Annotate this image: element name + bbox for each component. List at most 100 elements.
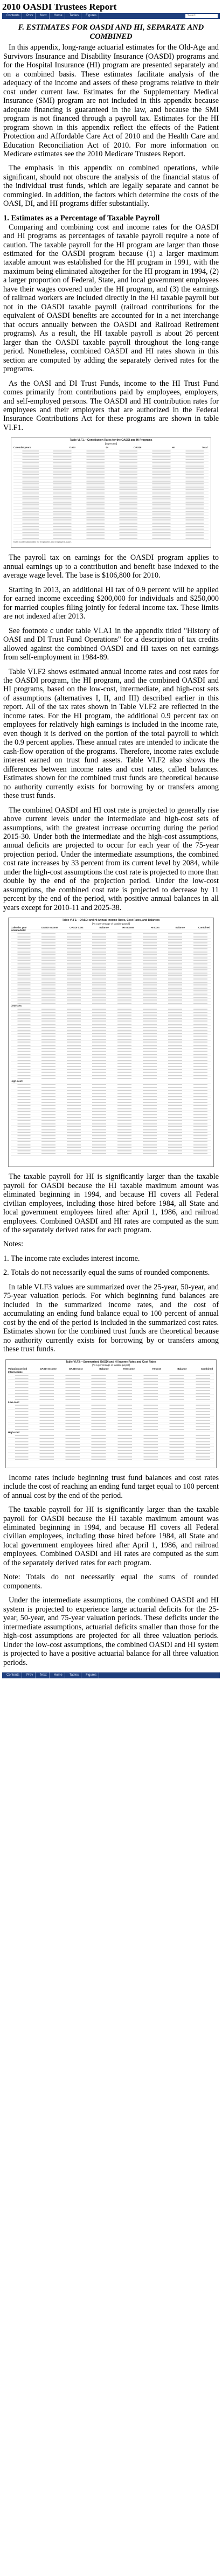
table-row [11,1017,211,1020]
table-row [11,983,211,987]
bottom-nav-prev-link[interactable]: Prev [24,1672,36,1678]
note-2: 2. Totals do not necessarily equal the s… [3,1268,210,1277]
table-row [8,1455,214,1459]
table-row [8,1392,214,1395]
table-vi-f2-group2-rows [11,1008,211,1080]
table-row [13,527,209,531]
table-row [11,1023,211,1026]
bottom-nav-home-link[interactable]: Home [52,1672,65,1678]
table-row [13,516,209,519]
table-row [11,975,211,978]
table-row [8,1449,214,1453]
table-row [11,950,211,954]
table-row [8,1398,214,1401]
table-vi-f3-title: Table VI.F3.—Summarized OASDI and HI Inc… [66,1360,156,1364]
document-body: F. ESTIMATES FOR OASDI AND HI, SEPARATE … [0,19,222,1667]
table-vi-f2-header: Calendar year OASDI Income OASDI Cost Balan… [11,926,211,930]
bottom-nav-tables-link[interactable]: Tables [67,1672,82,1678]
table-vi-f3-group1-rows [8,1374,214,1401]
table-row [11,1119,211,1123]
paragraph-hi-payroll-repeat: The taxable payroll for HI is significan… [3,1505,219,1567]
table-row [8,1380,214,1384]
table-row [13,512,209,516]
note-1: 1. The income rate excludes interest inc… [3,1254,140,1263]
table-row [8,1458,214,1462]
table-row [11,966,211,969]
table-row [8,1410,214,1413]
table-row [11,981,211,984]
table-row [11,939,211,942]
table-row [11,1032,211,1035]
table-vi-f2-group-low: Low-cost: [11,1004,211,1008]
table-row [8,1452,214,1456]
paragraph-table-f2-description: Table VI.F2 shows estimated annual incom… [3,667,219,801]
table-row [8,1443,214,1447]
table-vi-f1-header: Calendar years OASI DI OASDI HI Total [13,446,209,450]
search-input[interactable]: Search [185,13,218,18]
table-row [11,1107,211,1110]
table-row [13,455,209,459]
table-row [11,1083,211,1087]
table-row [13,485,209,489]
table-row [13,510,209,513]
table-row [11,1008,211,1011]
nav-contents-link[interactable]: Contents [4,12,23,19]
table-row [11,1101,211,1105]
heading-taxable-payroll: 1. Estimates as a Percentage of Taxable … [3,213,160,223]
nav-tables-link[interactable]: Tables [67,12,82,19]
table-row [8,1389,214,1392]
paragraph-totals-note: Note: Totals do not necessarily equal th… [3,1573,219,1591]
table-row [13,464,209,468]
table-row [13,482,209,486]
intro-paragraph-2: The emphasis in this appendix on combine… [3,164,219,209]
table-row [11,1053,211,1057]
table-vi-f1-image: Table VI.F1.—Contribution Rates for the … [11,438,211,548]
table-vi-f1-footnote: Note: Contribution rates for employees a… [13,540,72,544]
nav-figures-link[interactable]: Figures [84,12,100,19]
table-vi-f3-group2-rows [8,1404,214,1432]
table-row [8,1395,214,1398]
table-row [11,1152,211,1156]
table-row [11,962,211,966]
table-row [11,1134,211,1138]
table-row [11,1041,211,1044]
table-row [13,531,209,534]
table-row [11,990,211,993]
table-row [13,501,209,504]
table-row [8,1440,214,1443]
table-row [13,489,209,492]
table-row [11,1143,211,1147]
table-row [11,1077,211,1080]
bottom-nav-next-link[interactable]: Next [38,1672,50,1678]
table-row [11,1062,211,1065]
table-vi-f2-title: Table VI.F2.—OASDI and HI Annual Income … [62,919,160,922]
bottom-nav-contents-link[interactable]: Contents [4,1672,23,1678]
table-row [11,1128,211,1131]
nav-prev-link[interactable]: Prev [24,12,36,19]
table-row [11,1074,211,1078]
table-row [11,1131,211,1135]
table-row [11,971,211,975]
table-row [11,1029,211,1032]
table-row [11,996,211,999]
table-row [8,1416,214,1420]
table-row [11,941,211,945]
table-row [11,987,211,990]
nav-home-link[interactable]: Home [52,12,65,19]
table-row [11,1146,211,1150]
table-vi-f3-group3-rows [8,1434,214,1462]
table-row [11,1056,211,1059]
table-row [8,1425,214,1428]
table-row [8,1407,214,1411]
table-row [11,1044,211,1047]
table-row [8,1437,214,1441]
paragraph-payroll-tax: The payroll tax on earnings for the OASD… [3,553,219,580]
table-vi-f2-rows: Calendar year OASDI Income OASDI Cost Balan… [9,926,213,1156]
nav-next-link[interactable]: Next [38,12,50,19]
table-row [13,522,209,525]
table-vi-f2-group-intermediate: Intermediate: [11,929,211,933]
table-row [11,1092,211,1095]
table-row [13,449,209,453]
bottom-nav-figures-link[interactable]: Figures [84,1672,100,1678]
notes-label: Notes: [3,1240,24,1249]
